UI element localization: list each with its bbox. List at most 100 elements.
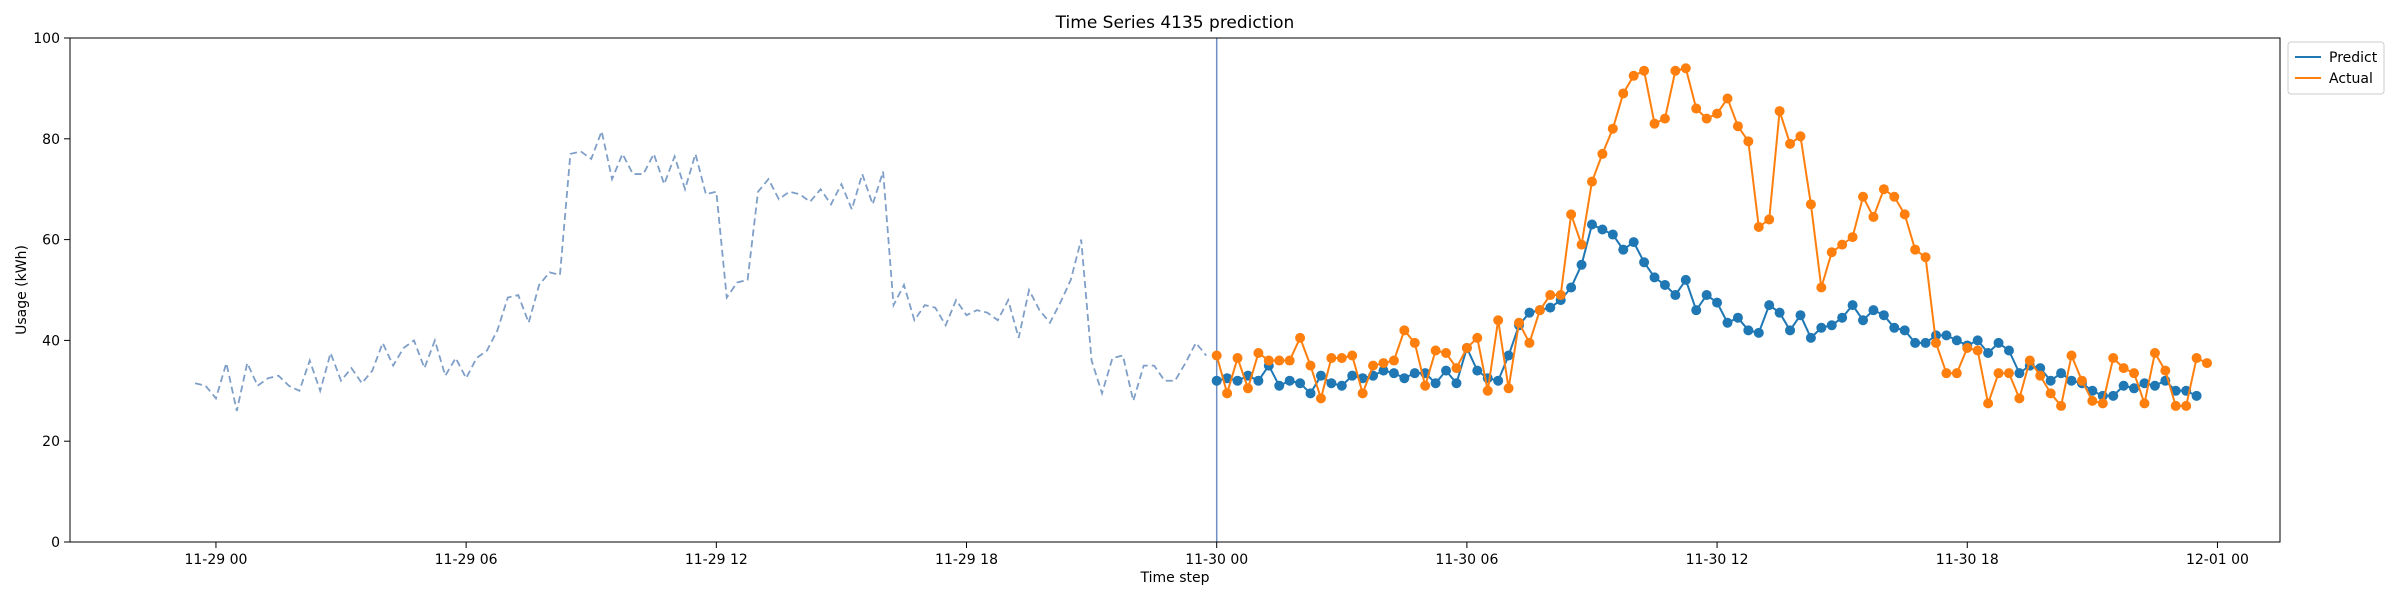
actual-point (1514, 317, 1525, 328)
actual-point (2181, 400, 2192, 411)
predict-point (1680, 274, 1691, 285)
actual-point (1805, 199, 1816, 210)
x-tick-label: 11-29 00 (184, 552, 247, 568)
predict-point (1493, 375, 1504, 386)
actual-point (1534, 305, 1545, 316)
actual-point (1889, 191, 1900, 202)
predict-point (1295, 378, 1306, 389)
predict-point (1899, 325, 1910, 336)
y-tick-label: 0 (51, 535, 60, 551)
actual-point (1785, 138, 1796, 149)
actual-point (1722, 93, 1733, 104)
actual-point (1263, 355, 1274, 366)
actual-point (1659, 113, 1670, 124)
actual-point (1837, 239, 1848, 250)
y-tick-label: 80 (42, 132, 60, 148)
actual-point (1701, 113, 1712, 124)
actual-point (1618, 88, 1629, 99)
predict-point (1347, 370, 1358, 381)
actual-point (1566, 209, 1577, 220)
actual-point (1545, 290, 1556, 301)
actual-point (1555, 290, 1566, 301)
predict-point (1889, 322, 1900, 333)
predict-point (1441, 365, 1452, 376)
predict-point (2014, 368, 2025, 379)
predict-point (1670, 290, 1681, 301)
actual-point (1910, 244, 1921, 255)
legend: Predict Actual (2287, 41, 2385, 95)
actual-point (1670, 65, 1681, 76)
actual-point (1586, 176, 1597, 187)
actual-point (1868, 211, 1879, 222)
predict-point (1305, 388, 1316, 399)
predict-point (1910, 337, 1921, 348)
predict-point (1545, 302, 1556, 313)
predict-point (1826, 320, 1837, 331)
predict-point (1941, 330, 1952, 341)
actual-point (1503, 383, 1514, 394)
predict-point (1691, 305, 1702, 316)
predict-point (2087, 385, 2098, 396)
actual-point (2056, 400, 2067, 411)
predict-point (2149, 380, 2160, 391)
predict-point (1764, 300, 1775, 311)
actual-point (2170, 400, 2181, 411)
series-layer (194, 38, 2213, 542)
predict-point (1399, 373, 1410, 384)
actual-point (1920, 252, 1931, 263)
predict-point (1586, 219, 1597, 230)
predict-point (2139, 378, 2150, 389)
actual-point (2035, 370, 2046, 381)
predict-point (2003, 345, 2014, 356)
actual-point (1878, 184, 1889, 195)
predict-point (1378, 365, 1389, 376)
predict-point (2170, 385, 2181, 396)
actual-point (2191, 353, 2202, 364)
actual-point (1774, 106, 1785, 117)
actual-point (1597, 148, 1608, 159)
y-tick-label: 20 (42, 434, 60, 450)
predict-point (1253, 375, 1264, 386)
predict-point (1753, 327, 1764, 338)
legend-label-predict: Predict (2329, 50, 2378, 66)
x-tick-label: 11-29 12 (685, 552, 748, 568)
predict-point (1639, 257, 1650, 268)
actual-point (2076, 375, 2087, 386)
x-tick-label: 11-30 18 (1936, 552, 1999, 568)
x-tick-label: 11-30 00 (1185, 552, 1248, 568)
actual-point (1649, 118, 1660, 129)
actual-point (1795, 131, 1806, 142)
predict-point (1430, 378, 1441, 389)
actual-point (1326, 353, 1337, 364)
actual-point (1743, 136, 1754, 147)
predict-point (1284, 375, 1295, 386)
actual-point (1420, 380, 1431, 391)
actual-point (1628, 70, 1639, 81)
actual-point (2045, 388, 2056, 399)
x-tick-label: 11-30 12 (1686, 552, 1749, 568)
predict-point (1503, 350, 1514, 361)
actual-point (2024, 355, 2035, 366)
actual-point (1753, 222, 1764, 232)
predict-point (1524, 307, 1535, 318)
actual-point (1451, 363, 1462, 374)
predict-point (2045, 375, 2056, 386)
y-tick-label: 100 (33, 31, 60, 47)
actual-point (1576, 239, 1587, 250)
actual-point (1639, 65, 1650, 76)
actual-point (2108, 353, 2119, 364)
predict-point (1878, 310, 1889, 321)
actual-point (1941, 368, 1952, 379)
actual-point (1962, 342, 1973, 353)
actual-point (1305, 360, 1316, 371)
predict-point (1211, 375, 1222, 386)
actual-point (1732, 121, 1743, 132)
y-tick-label: 60 (42, 233, 60, 249)
predict-point (1701, 290, 1712, 301)
predict-point (1805, 332, 1816, 343)
predict-point (1847, 300, 1858, 311)
predict-point (1649, 272, 1660, 283)
actual-point (1211, 350, 1222, 361)
